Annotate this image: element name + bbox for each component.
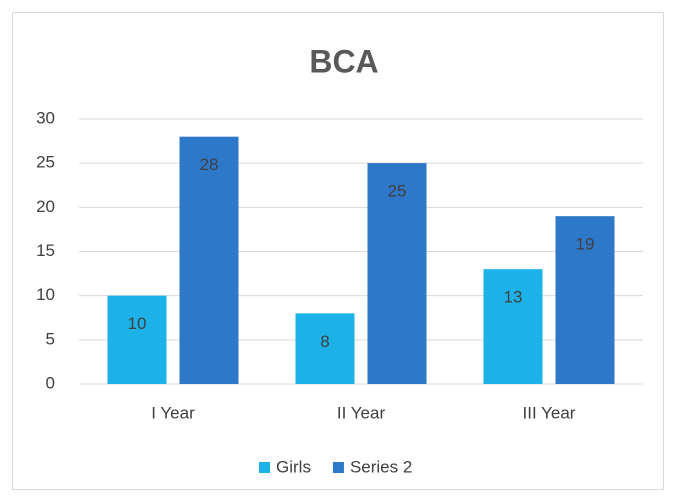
y-tick-label: 10 (36, 285, 55, 304)
bar (179, 136, 239, 384)
data-label: 25 (388, 182, 407, 201)
data-label: 10 (128, 314, 147, 333)
legend-swatch (259, 462, 270, 473)
x-tick-label: II Year (337, 403, 386, 422)
y-tick-label: 25 (36, 153, 55, 172)
y-tick-label: 15 (36, 241, 55, 260)
y-tick-label: 5 (46, 329, 55, 348)
bar (107, 295, 167, 384)
legend-swatch (332, 462, 344, 473)
legend-label: Girls (276, 457, 311, 476)
data-label: 8 (320, 332, 329, 351)
y-tick-label: 0 (46, 373, 55, 392)
bar (483, 269, 543, 384)
bar (295, 313, 355, 384)
data-label: 19 (576, 235, 595, 254)
x-tick-label: I Year (151, 403, 195, 422)
bar (367, 163, 427, 384)
data-label: 13 (504, 288, 523, 307)
y-tick-label: 30 (36, 108, 55, 127)
y-tick-label: 20 (36, 197, 55, 216)
x-tick-label: III Year (523, 403, 576, 422)
legend-label: Series 2 (350, 457, 412, 476)
chart-title: BCA (309, 43, 378, 79)
data-label: 28 (200, 155, 219, 174)
bar (555, 216, 615, 384)
